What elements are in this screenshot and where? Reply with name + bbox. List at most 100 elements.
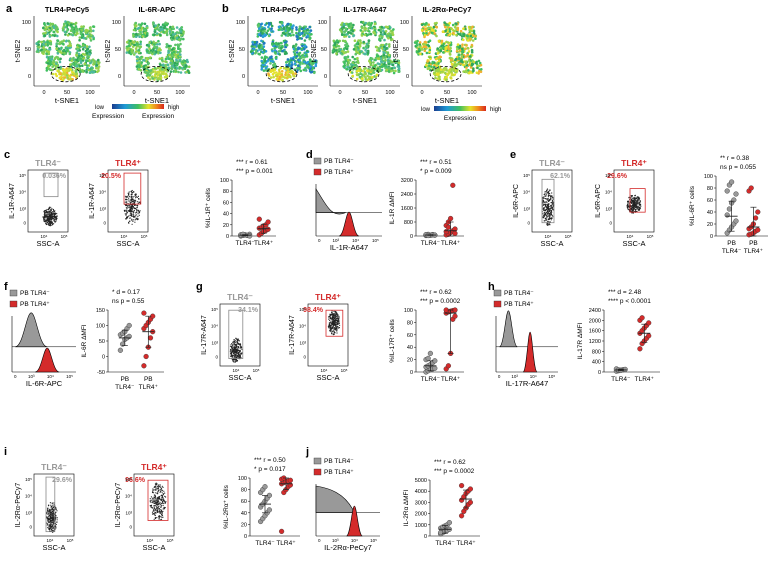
tsne-point	[295, 60, 298, 63]
tsne-point	[449, 76, 452, 79]
tsne-point	[137, 48, 141, 52]
tsne-point	[453, 62, 457, 65]
event-dot	[634, 205, 636, 207]
event-dot	[54, 221, 56, 223]
tsne-point	[378, 68, 382, 72]
event-dot	[638, 198, 640, 200]
event-dot	[233, 343, 235, 345]
event-dot	[230, 344, 232, 346]
tick-label: 50	[154, 90, 160, 96]
tsne-point	[314, 62, 318, 66]
tick-label: 150	[96, 308, 105, 314]
tsne-point	[134, 35, 138, 38]
tsne-point	[78, 38, 81, 42]
tsne-point	[278, 53, 282, 56]
tsne-point	[75, 72, 79, 75]
tick-label: 10⁴	[352, 238, 359, 243]
event-dot	[336, 312, 338, 314]
tsne-point	[183, 67, 187, 70]
tsne-point	[167, 57, 171, 60]
tsne-point	[48, 68, 52, 71]
legend-neg: PB TLR4⁻	[324, 158, 354, 165]
event-dot	[551, 211, 553, 213]
event-dot	[131, 198, 133, 200]
event-dot	[545, 193, 547, 195]
x-label: t-SNE1	[55, 96, 79, 105]
tsne-point	[295, 28, 298, 31]
tick-label: 10⁴	[211, 324, 218, 329]
tsne-point	[299, 32, 302, 35]
event-dot	[547, 195, 550, 197]
tsne-point	[158, 57, 162, 60]
tsne-point	[46, 40, 49, 44]
tsne-point	[363, 52, 367, 56]
category-label: PB	[749, 240, 758, 247]
tsne-point	[82, 44, 85, 47]
event-dot	[51, 217, 53, 219]
panel-letter: f	[4, 281, 8, 293]
tsne-point	[85, 31, 88, 34]
tsne-point	[291, 63, 294, 66]
event-dot	[551, 192, 553, 194]
tsne-point	[386, 25, 390, 29]
event-dot	[234, 349, 236, 351]
tsne-point	[391, 63, 395, 67]
event-dot	[51, 213, 53, 215]
tsne-point	[352, 34, 356, 37]
event-dot	[634, 197, 636, 199]
tsne-point	[151, 70, 155, 74]
color-bar	[112, 104, 164, 109]
y-label: IL-1R-A647	[9, 183, 16, 219]
flow-title: TLR4⁺	[315, 292, 341, 302]
tick-label: 10⁴	[47, 374, 54, 379]
tick-label: 0	[406, 74, 409, 80]
tsne-point	[254, 50, 258, 54]
tsne-point	[287, 75, 290, 79]
event-dot	[135, 215, 137, 217]
tick-label: 10⁵	[523, 173, 530, 178]
tsne-point	[385, 47, 388, 50]
event-dot	[549, 208, 552, 210]
tsne-point	[378, 34, 382, 38]
tsne-point	[165, 43, 169, 46]
tsne-point	[97, 65, 101, 68]
tsne-point	[450, 27, 453, 30]
event-dot	[635, 198, 637, 200]
event-dot	[334, 332, 336, 334]
event-dot	[126, 199, 128, 201]
tsne-point	[145, 71, 149, 74]
tsne-point	[278, 71, 282, 75]
event-dot	[237, 346, 240, 348]
x-label: SSC-A	[37, 239, 60, 248]
tsne-point	[284, 52, 287, 55]
tsne-point	[292, 33, 295, 37]
stat-r: *** r = 0.51	[420, 159, 452, 166]
event-dot	[546, 217, 548, 219]
tsne-point	[358, 75, 362, 79]
tsne-point	[294, 47, 298, 50]
tsne-point	[293, 50, 297, 53]
tsne-point	[462, 27, 465, 31]
event-dot	[45, 211, 48, 213]
tsne-point	[277, 28, 281, 32]
tsne-point	[37, 43, 40, 46]
tsne-point	[380, 25, 384, 29]
tsne-point	[83, 62, 87, 66]
tsne-point	[139, 30, 142, 34]
tsne-point	[456, 43, 460, 46]
event-dot	[548, 215, 551, 217]
tick-label: 1600	[401, 206, 413, 212]
event-dot	[333, 329, 335, 331]
event-dot	[338, 316, 340, 318]
tick-label: 10⁵	[19, 173, 26, 178]
event-dot	[632, 197, 634, 199]
tsne-point	[290, 69, 294, 73]
tsne-point	[132, 34, 135, 37]
event-dot	[335, 328, 337, 330]
tsne-point	[465, 34, 469, 37]
tsne-point	[88, 45, 91, 49]
tsne-point	[60, 40, 63, 43]
tsne-point	[378, 38, 381, 41]
tsne-point	[171, 48, 174, 51]
tsne-point	[182, 30, 185, 33]
